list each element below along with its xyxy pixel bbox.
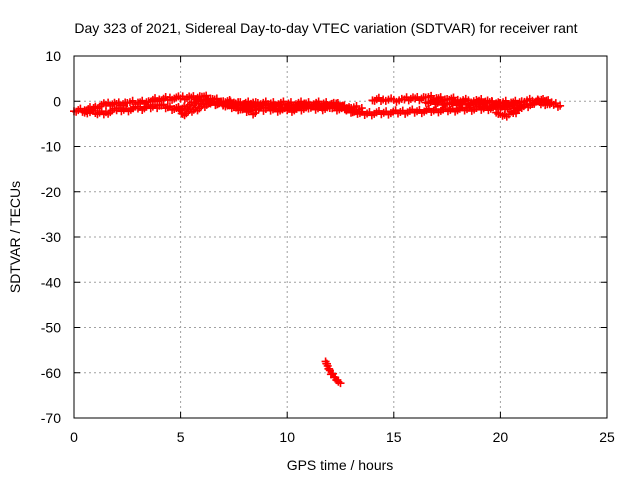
x-tick-label: 10 [279, 429, 295, 445]
data-point [336, 379, 345, 388]
y-axis-label: SDTVAR / TECUs [7, 181, 23, 293]
y-tick-label: -60 [41, 365, 61, 381]
x-tick-label: 5 [177, 429, 185, 445]
data-point [556, 101, 565, 110]
y-tick-labels: 10 0 -10 -20 -30 -40 -50 -60 -70 [41, 48, 61, 426]
x-tick-label: 25 [599, 429, 615, 445]
x-tick-labels: 0 5 10 15 20 25 [70, 429, 615, 445]
x-tick-label: 15 [386, 429, 402, 445]
y-tick-label: -40 [41, 274, 61, 290]
y-tick-label: -70 [41, 410, 61, 426]
data-point [251, 109, 260, 118]
tick-marks [73, 55, 608, 419]
y-tick-label: 10 [45, 48, 61, 64]
x-axis-label: GPS time / hours [287, 457, 394, 473]
y-tick-label: -30 [41, 229, 61, 245]
chart-title: Day 323 of 2021, Sidereal Day-to-day VTE… [74, 20, 577, 36]
y-tick-label: -50 [41, 320, 61, 336]
data-point [547, 99, 556, 108]
y-tick-label: -20 [41, 184, 61, 200]
data-points [70, 91, 565, 388]
data-point [545, 100, 554, 109]
y-tick-label: -10 [41, 139, 61, 155]
grid [74, 56, 607, 418]
y-tick-label: 0 [53, 93, 61, 109]
x-tick-label: 0 [70, 429, 78, 445]
x-tick-label: 20 [493, 429, 509, 445]
